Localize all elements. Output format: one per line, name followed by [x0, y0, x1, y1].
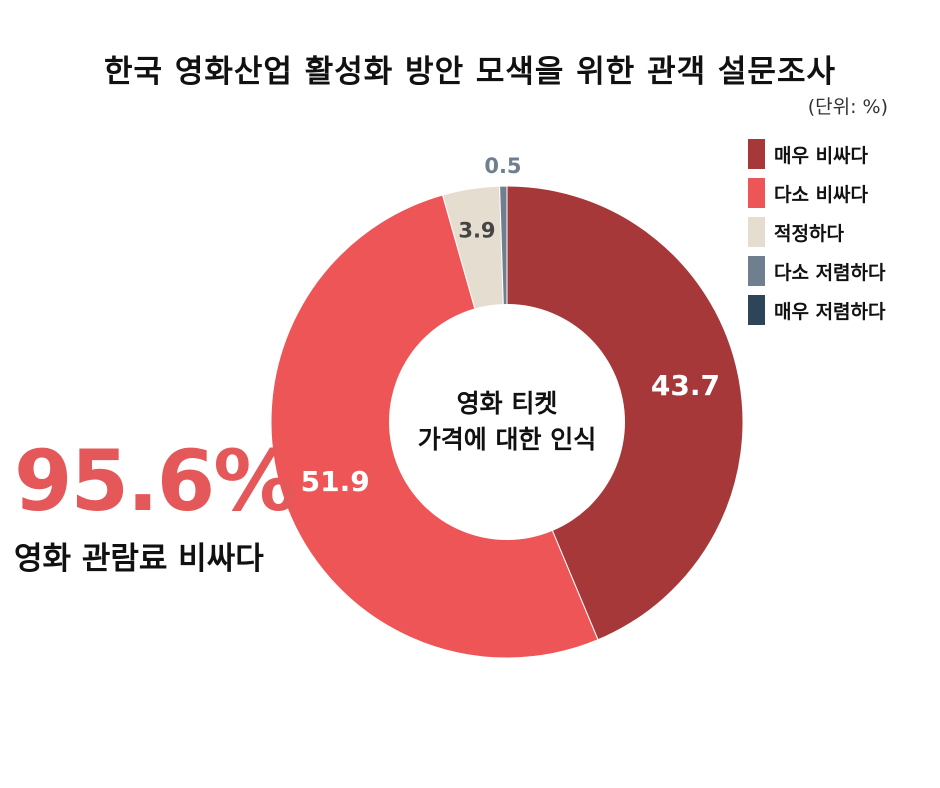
- legend-swatch: [748, 178, 765, 208]
- highlight-caption: 영화 관람료 비싸다: [14, 541, 264, 577]
- donut-hole: [389, 304, 625, 540]
- legend-label: 매우 비싸다: [774, 144, 869, 167]
- legend-label: 다소 저렴하다: [774, 261, 886, 284]
- legend-item-2: 다소 비싸다: [748, 177, 886, 209]
- legend-swatch: [748, 217, 765, 247]
- unit-label: (단위: %): [807, 96, 888, 118]
- legend-item-4: 다소 저렴하다: [748, 255, 886, 287]
- chart-title: 한국 영화산업 활성화 방안 모색을 위한 관객 설문조사: [104, 54, 836, 90]
- legend-item-1: 매우 비싸다: [748, 138, 886, 170]
- slice-value-label-3: 3.9: [458, 218, 495, 242]
- center-label-line1: 영화 티켓: [457, 389, 558, 418]
- highlight-percent: 95.6%: [14, 432, 297, 530]
- legend-label: 적정하다: [774, 222, 844, 245]
- legend-swatch: [748, 295, 765, 325]
- legend-item-5: 매우 저렴하다: [748, 294, 886, 326]
- slice-value-label-1: 43.7: [651, 369, 720, 402]
- legend-swatch: [748, 139, 765, 169]
- legend-label: 매우 저렴하다: [774, 300, 886, 323]
- donut-slice-1: [506, 185, 744, 641]
- legend-label: 다소 비싸다: [774, 183, 869, 206]
- legend-item-3: 적정하다: [748, 216, 886, 248]
- slice-value-label-2: 51.9: [301, 465, 370, 498]
- legend-swatch: [748, 256, 765, 286]
- center-label-line2: 가격에 대한 인식: [418, 425, 596, 454]
- slice-value-label-4: 0.5: [484, 154, 521, 178]
